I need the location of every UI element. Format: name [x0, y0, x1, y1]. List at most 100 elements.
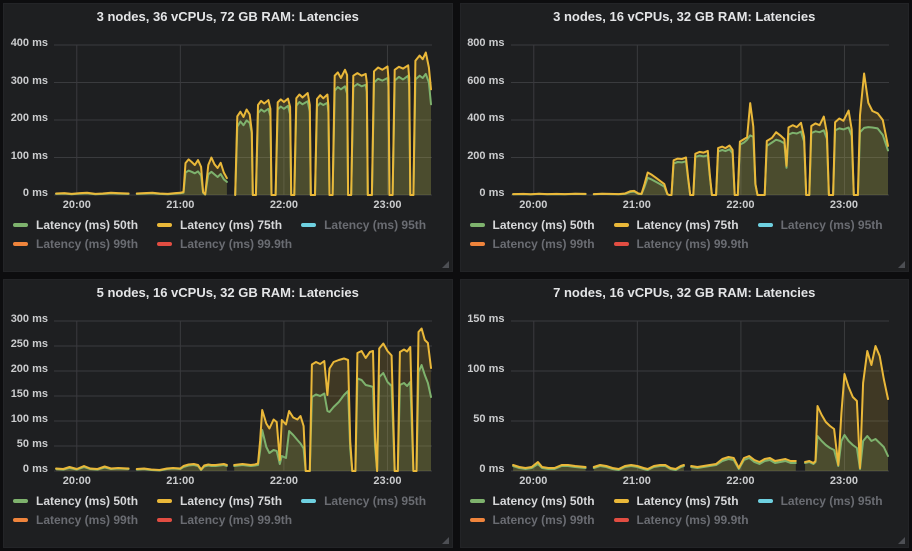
legend-item-label: Latency (ms) 99.9th: [180, 237, 293, 251]
series-swatch-icon: [469, 499, 485, 503]
legend-item-label: Latency (ms) 50th: [492, 218, 595, 232]
x-axis-label: 22:00: [269, 199, 298, 211]
legend: Latency (ms) 50th Latency (ms) 75th Latenc…: [4, 216, 452, 251]
chart: 0 ms 200 ms 400 ms 600 ms 800 ms 20:00 21:00 22…: [461, 26, 909, 216]
chart: 0 ms 50 ms 100 ms 150 ms 20:00 21:00 22:00 23:0…: [461, 302, 909, 492]
x-axis-label: 23:00: [829, 199, 859, 211]
series-swatch-icon: [757, 223, 773, 227]
x-axis-label: 21:00: [622, 475, 651, 487]
series-swatch-icon: [469, 242, 485, 246]
legend-item-label: Latency (ms) 99th: [492, 237, 595, 251]
series-swatch-icon: [13, 499, 28, 503]
chart-plot-area[interactable]: [510, 320, 889, 472]
x-axis-label: 23:00: [373, 199, 402, 211]
panel-resize-handle-icon[interactable]: [441, 261, 449, 268]
legend-item[interactable]: Latency (ms) 99.9th: [157, 237, 292, 251]
series-swatch-icon: [157, 499, 173, 503]
y-axis-label: 0 ms: [22, 463, 48, 475]
legend-item[interactable]: Latency (ms) 99.9th: [613, 237, 749, 251]
x-axis-label: 21:00: [166, 475, 195, 487]
series-swatch-icon: [613, 223, 629, 227]
legend-item[interactable]: Latency (ms) 50th: [13, 494, 138, 508]
legend-item-label: Latency (ms) 75th: [636, 494, 739, 508]
legend-item-label: Latency (ms) 99.9th: [636, 513, 749, 527]
legend-item[interactable]: Latency (ms) 95th: [301, 218, 426, 232]
legend-item[interactable]: Latency (ms) 50th: [13, 218, 138, 232]
x-axis-label: 23:00: [829, 475, 859, 487]
legend-item[interactable]: Latency (ms) 75th: [157, 218, 282, 232]
y-axis-label: 150 ms: [467, 313, 505, 325]
y-axis-label: 0 ms: [22, 187, 48, 199]
y-axis-label: 150 ms: [10, 388, 48, 400]
legend-item-label: Latency (ms) 75th: [636, 218, 739, 232]
y-axis-label: 600 ms: [467, 74, 505, 87]
chart-plot-area[interactable]: [54, 320, 432, 472]
series-swatch-icon: [157, 242, 173, 246]
chart-plot-area[interactable]: [54, 44, 432, 196]
legend-item[interactable]: Latency (ms) 50th: [469, 494, 595, 508]
panel-7nodes-16vcpu: 7 nodes, 16 vCPUs, 32 GB RAM: Latencies …: [459, 279, 909, 548]
legend-item[interactable]: Latency (ms) 99th: [469, 237, 595, 251]
y-axis-label: 200 ms: [10, 363, 48, 375]
x-axis-label: 23:00: [373, 475, 402, 487]
x-axis-label: 21:00: [622, 199, 651, 211]
legend-item[interactable]: Latency (ms) 50th: [469, 218, 595, 232]
y-axis-label: 800 ms: [467, 37, 505, 49]
legend-item-label: Latency (ms) 95th: [324, 218, 427, 232]
series-swatch-icon: [613, 242, 629, 246]
series-swatch-icon: [157, 223, 173, 227]
legend-item-label: Latency (ms) 75th: [180, 218, 283, 232]
y-axis-label: 100 ms: [10, 413, 48, 425]
legend-item-label: Latency (ms) 50th: [492, 494, 595, 508]
legend-item[interactable]: Latency (ms) 99th: [13, 513, 138, 527]
chart: 0 ms 50 ms 100 ms 150 ms 200 ms 250 ms 300 ms 2…: [4, 302, 452, 492]
legend: Latency (ms) 50th Latency (ms) 75th Latenc…: [4, 492, 452, 527]
chart-plot-area[interactable]: [510, 44, 889, 196]
panel-5nodes-16vcpu: 5 nodes, 16 vCPUs, 32 GB RAM: Latencies …: [3, 279, 453, 548]
panel-3nodes-16vcpu: 3 nodes, 16 vCPUs, 32 GB RAM: Latencies …: [459, 3, 909, 272]
y-axis-label: 250 ms: [10, 338, 48, 350]
panel-title[interactable]: 5 nodes, 16 vCPUs, 32 GB RAM: Latencies: [96, 285, 359, 300]
legend-item-label: Latency (ms) 50th: [36, 494, 139, 508]
legend-item[interactable]: Latency (ms) 75th: [613, 494, 739, 508]
panel-title[interactable]: 3 nodes, 36 vCPUs, 72 GB RAM: Latencies: [96, 9, 359, 24]
panel-title[interactable]: 7 nodes, 16 vCPUs, 32 GB RAM: Latencies: [553, 285, 816, 300]
legend-item[interactable]: Latency (ms) 99.9th: [613, 513, 749, 527]
series-swatch-icon: [301, 223, 317, 227]
x-axis-label: 20:00: [519, 475, 548, 487]
legend-item-label: Latency (ms) 99th: [36, 237, 139, 251]
x-axis-label: 21:00: [166, 199, 195, 211]
panel-resize-handle-icon[interactable]: [898, 261, 905, 268]
legend-item-label: Latency (ms) 95th: [780, 494, 883, 508]
panel-resize-handle-icon[interactable]: [898, 537, 905, 544]
legend: Latency (ms) 50th Latency (ms) 75th Latenc…: [461, 492, 909, 527]
y-axis-label: 50 ms: [473, 413, 505, 425]
legend-row: Latency (ms) 99th Latency (ms) 99.9th: [13, 513, 452, 527]
legend-row: Latency (ms) 50th Latency (ms) 75th Latenc…: [13, 218, 452, 232]
legend-item[interactable]: Latency (ms) 95th: [301, 494, 426, 508]
series-swatch-icon: [301, 499, 317, 503]
panel-resize-handle-icon[interactable]: [441, 537, 449, 544]
y-axis-label: 50 ms: [16, 438, 48, 450]
legend-item[interactable]: Latency (ms) 99th: [469, 513, 595, 527]
legend-item[interactable]: Latency (ms) 95th: [757, 218, 883, 232]
legend-item[interactable]: Latency (ms) 99th: [13, 237, 138, 251]
legend-item[interactable]: Latency (ms) 95th: [757, 494, 883, 508]
series-swatch-icon: [157, 518, 173, 522]
panel-title[interactable]: 3 nodes, 16 vCPUs, 32 GB RAM: Latencies: [553, 9, 816, 24]
panel-3nodes-36vcpu: 3 nodes, 36 vCPUs, 72 GB RAM: Latencies …: [3, 3, 453, 272]
legend-item[interactable]: Latency (ms) 75th: [613, 218, 739, 232]
series-swatch-icon: [469, 518, 485, 522]
legend-item[interactable]: Latency (ms) 99.9th: [157, 513, 292, 527]
y-axis-label: 100 ms: [467, 363, 505, 375]
legend-item[interactable]: Latency (ms) 75th: [157, 494, 282, 508]
y-axis-label: 0 ms: [479, 187, 505, 199]
x-axis-label: 22:00: [269, 475, 298, 487]
legend-item-label: Latency (ms) 75th: [180, 494, 283, 508]
legend-item-label: Latency (ms) 50th: [36, 218, 139, 232]
x-axis-label: 20:00: [62, 199, 91, 211]
x-axis-label: 20:00: [519, 199, 548, 211]
y-axis-label: 200 ms: [10, 112, 48, 124]
series-swatch-icon: [613, 499, 629, 503]
